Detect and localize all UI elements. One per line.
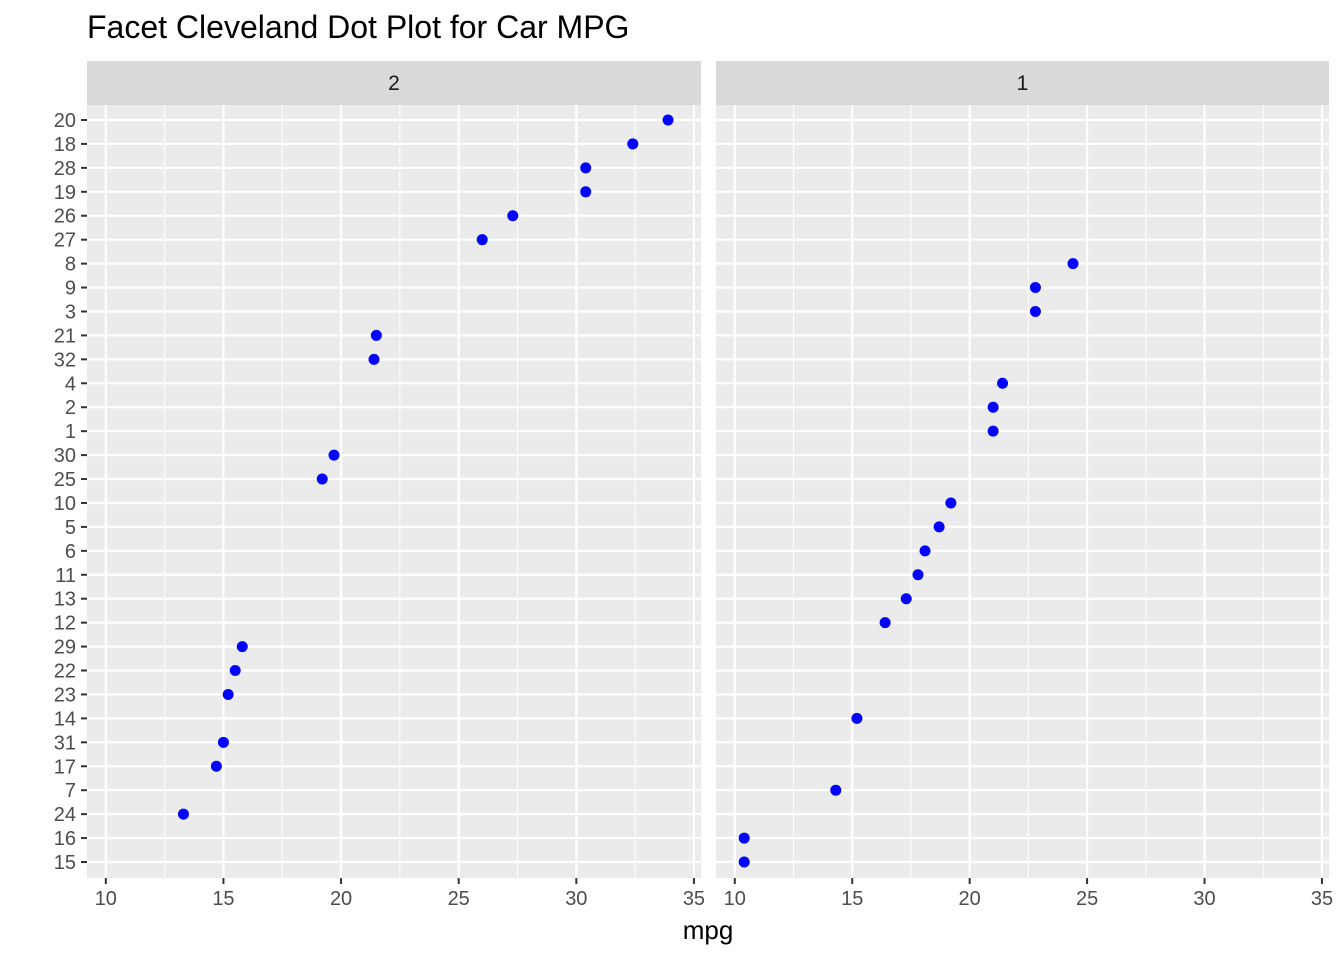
- y-tick-label: 21: [54, 325, 76, 347]
- data-point: [738, 856, 750, 868]
- y-tick-label: 16: [54, 828, 76, 850]
- y-tick-label: 19: [54, 182, 76, 204]
- x-tick-label: 30: [1193, 888, 1215, 910]
- data-point: [738, 832, 750, 844]
- y-tick-label: 28: [54, 158, 76, 180]
- y-tick-label: 9: [65, 278, 76, 300]
- x-tick-label: 10: [95, 888, 117, 910]
- facet-panel: 1 10 15 20 25 30 35: [716, 61, 1333, 910]
- y-tick-label: 27: [54, 230, 76, 252]
- y-tick-label: 15: [54, 852, 76, 874]
- x-tick-label: 30: [565, 888, 587, 910]
- data-point: [912, 569, 924, 581]
- facet-strip-label: 2: [388, 72, 400, 95]
- data-point: [580, 162, 592, 174]
- data-point: [177, 808, 189, 820]
- y-tick-label: 1: [65, 421, 76, 443]
- y-tick-label: 4: [65, 373, 76, 395]
- y-tick-label: 32: [54, 349, 76, 371]
- x-tick-label: 20: [959, 888, 981, 910]
- data-point: [933, 521, 945, 533]
- x-tick-label: 35: [683, 888, 705, 910]
- panel-background: [716, 105, 1329, 878]
- facet-strip-label: 1: [1017, 72, 1029, 95]
- data-point: [1067, 258, 1079, 270]
- x-axis-title: mpg: [683, 915, 734, 945]
- y-tick-label: 24: [54, 804, 76, 826]
- y-tick-label: 6: [65, 541, 76, 563]
- y-tick-label: 29: [54, 637, 76, 659]
- data-point: [627, 138, 639, 150]
- y-tick-label: 14: [54, 708, 76, 730]
- data-point: [328, 449, 340, 461]
- data-point: [229, 665, 241, 677]
- x-tick-label: 10: [724, 888, 746, 910]
- facet-strip: [716, 61, 1329, 105]
- data-point: [900, 593, 912, 605]
- data-point: [919, 545, 931, 557]
- y-tick-label: 26: [54, 206, 76, 228]
- data-point: [236, 641, 248, 653]
- data-point: [316, 473, 328, 485]
- y-tick-label: 5: [65, 517, 76, 539]
- facet-strip: [87, 61, 701, 105]
- data-point: [217, 736, 229, 748]
- x-tick-label: 25: [1076, 888, 1098, 910]
- y-tick-label: 8: [65, 254, 76, 276]
- x-tick-label: 20: [330, 888, 352, 910]
- data-point: [987, 401, 999, 413]
- data-point: [662, 114, 674, 126]
- data-point: [507, 210, 519, 222]
- chart-title: Facet Cleveland Dot Plot for Car MPG: [87, 9, 629, 45]
- x-tick-label: 15: [212, 888, 234, 910]
- data-point: [851, 712, 863, 724]
- y-tick-label: 2: [65, 397, 76, 419]
- data-point: [580, 186, 592, 198]
- facet-panels: 2 10 15 20 25 30 35 1 10 15 20 25 30 35: [87, 61, 1333, 910]
- data-point: [830, 784, 842, 796]
- y-tick-label: 22: [54, 661, 76, 683]
- y-tick-label: 30: [54, 445, 76, 467]
- data-point: [368, 353, 380, 365]
- x-tick-label: 25: [448, 888, 470, 910]
- y-tick-label: 12: [54, 613, 76, 635]
- data-point: [1029, 282, 1041, 294]
- data-point: [997, 377, 1009, 389]
- data-point: [210, 760, 222, 772]
- data-point: [370, 329, 382, 341]
- data-point: [476, 234, 488, 246]
- data-point: [987, 425, 999, 437]
- data-point: [879, 617, 891, 629]
- panel-background: [87, 105, 701, 878]
- x-tick-label: 15: [841, 888, 863, 910]
- y-tick-label: 13: [54, 589, 76, 611]
- y-tick-label: 3: [65, 301, 76, 323]
- x-tick-label: 35: [1311, 888, 1333, 910]
- y-tick-label: 10: [54, 493, 76, 515]
- data-point: [945, 497, 957, 509]
- y-tick-label: 7: [65, 780, 76, 802]
- data-point: [1029, 305, 1041, 317]
- y-tick-label: 25: [54, 469, 76, 491]
- data-point: [222, 688, 234, 700]
- y-tick-label: 18: [54, 134, 76, 156]
- y-tick-label: 20: [54, 110, 76, 132]
- facet-panel: 2 10 15 20 25 30 35: [87, 61, 705, 910]
- y-tick-label: 11: [55, 565, 76, 587]
- y-tick-label: 31: [54, 732, 76, 754]
- y-tick-label: 17: [54, 756, 76, 778]
- y-axis: 2018281926278932132421302510561113122922…: [54, 110, 87, 874]
- y-tick-label: 23: [54, 684, 76, 706]
